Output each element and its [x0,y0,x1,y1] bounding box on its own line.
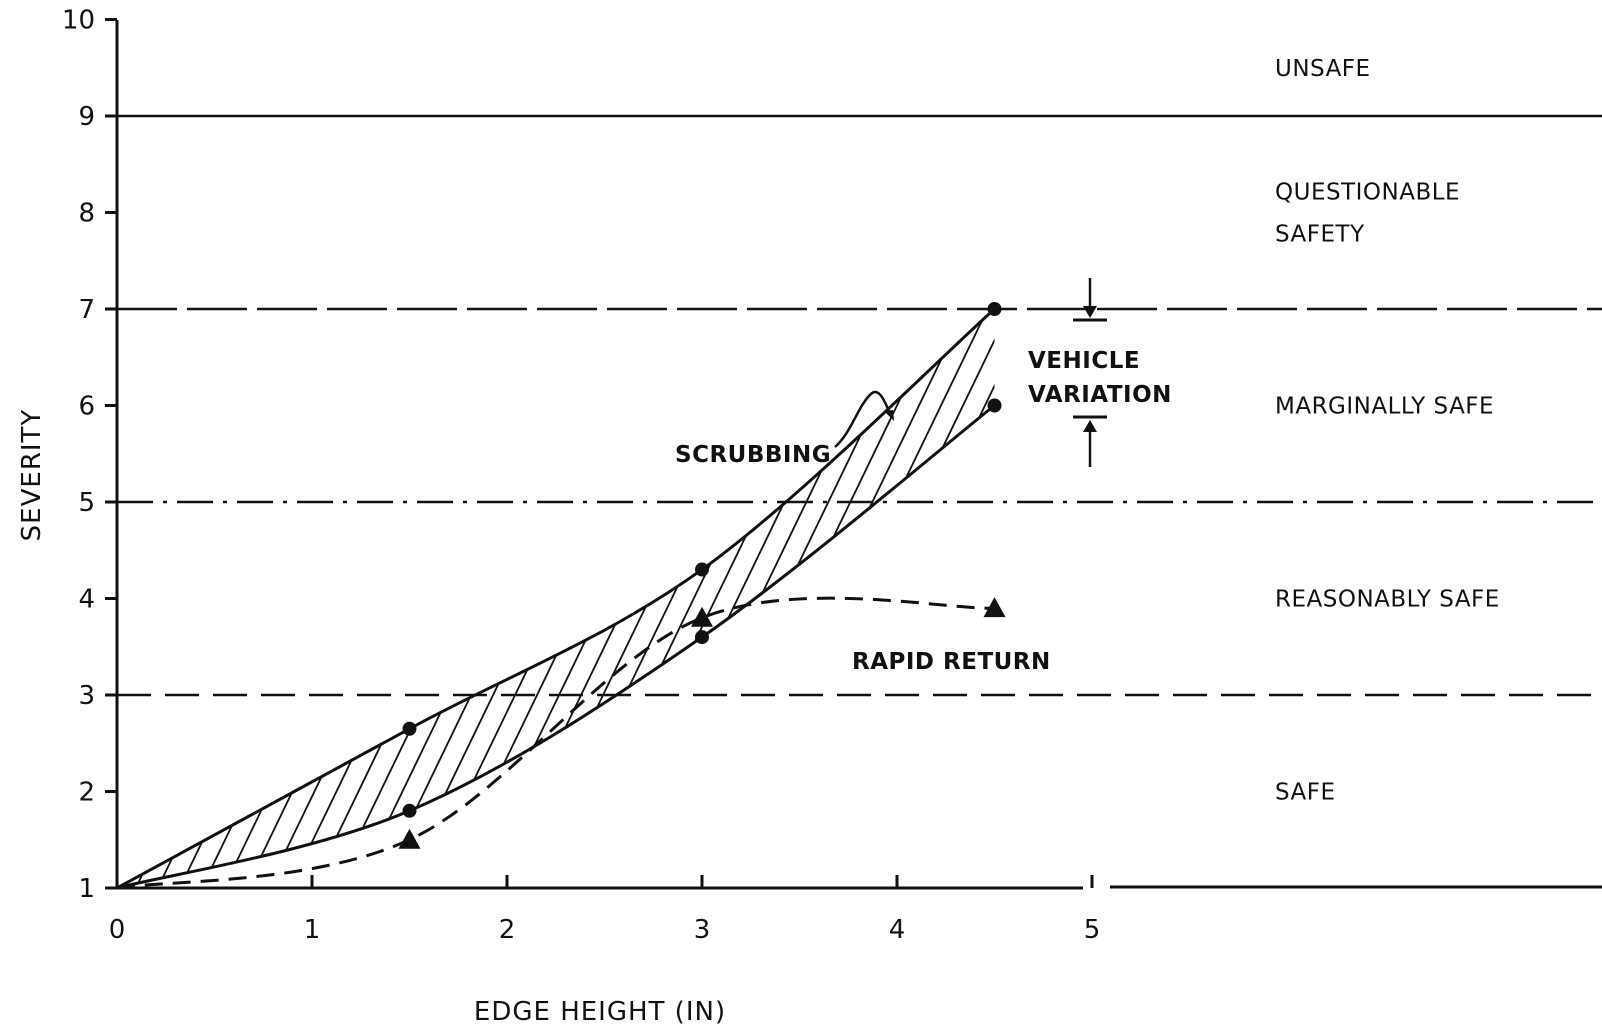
hatch-line [0,300,112,900]
hatch-line [591,309,883,888]
data-point-circle [695,562,709,577]
y-tick-label: 5 [78,488,95,518]
zone-label: SAFETY [1275,222,1365,248]
hatch-line [305,309,597,888]
data-point-triangle [983,597,1006,618]
hatch-line [437,309,729,888]
x-axis-title: EDGE HEIGHT (IN) [474,997,726,1027]
y-tick-label: 10 [62,6,95,36]
rapid-return-label: RAPID RETURN [852,649,1051,675]
y-tick-label: 3 [78,681,95,711]
hatch-line [117,309,267,888]
hatch-line [393,309,685,888]
hatch-line [767,309,995,888]
hatch-line [481,309,773,888]
hatch-line [283,309,575,888]
series-markers [398,302,1006,849]
scrubbing-arrowhead [884,410,894,421]
scrubbing-label: SCRUBBING [675,442,831,468]
hatch-line [0,300,90,900]
hatch-line [117,309,399,888]
series-line-upper-envelope [116,307,996,890]
hatch-line [701,309,993,888]
hatch-line [117,309,311,888]
vehicle-variation-line1: VEHICLE [1028,348,1140,374]
series-line-single [116,596,995,890]
y-tick-label: 7 [78,295,95,325]
x-tick-label: 4 [889,915,906,945]
y-tick-label: 6 [78,392,95,422]
hatch-line [349,309,641,888]
data-point-circle [402,721,417,736]
y-tick-label: 8 [78,199,95,229]
hatch-line [173,309,465,888]
hatch-line [327,309,619,888]
y-tick-label: 1 [78,874,95,904]
hatch-line [117,309,289,888]
x-tick-label: 5 [1084,915,1101,945]
zone-boundaries [117,114,1602,697]
data-point-circle [695,630,709,645]
scrubbing-annotation: SCRUBBING [675,390,894,468]
series-lines [116,307,996,890]
hatch-line [129,309,421,888]
x-tick-label: 3 [694,915,711,945]
zone-label: UNSAFE [1275,56,1371,82]
y-tick-label: 9 [78,102,95,132]
zone-label: QUESTIONABLE [1275,180,1460,206]
hatch-line [415,309,707,888]
hatch-line [117,309,201,888]
hatch-line [239,309,531,888]
data-point-triangle [691,606,713,627]
data-point-circle [987,302,1002,316]
hatch-line [117,309,377,888]
y-tick-label: 2 [78,778,95,808]
scrubbing-leader [834,390,894,448]
y-axis-title: SEVERITY [17,409,47,542]
data-point-circle [402,803,417,818]
hatch-line [723,309,995,888]
y-tick-label: 4 [78,585,95,615]
hatch-line [459,309,751,888]
x-tick-label: 0 [109,915,126,945]
hatch-line [503,309,795,888]
zone-label: REASONABLY SAFE [1275,587,1500,613]
hatch-line [151,309,443,888]
zone-label: SAFE [1275,780,1336,806]
x-tick-label: 2 [499,915,516,945]
hatch-line [195,309,487,888]
hatch-line [679,309,971,888]
variation-top-arrowhead [1083,306,1097,318]
vehicle-variation-annotation: VEHICLE VARIATION [1028,278,1172,467]
x-tick-label: 1 [304,915,321,945]
data-point-circle [987,398,1002,413]
zone-labels: UNSAFE QUESTIONABLE SAFETY MARGINALLY SAFE R… [1275,56,1500,806]
data-point-triangle [398,828,421,849]
zone-label: MARGINALLY SAFE [1275,394,1494,420]
series-line-lower-envelope [116,404,996,890]
hatch-line [569,309,861,888]
vehicle-variation-line2: VARIATION [1028,382,1172,408]
hatch-line [117,309,245,888]
